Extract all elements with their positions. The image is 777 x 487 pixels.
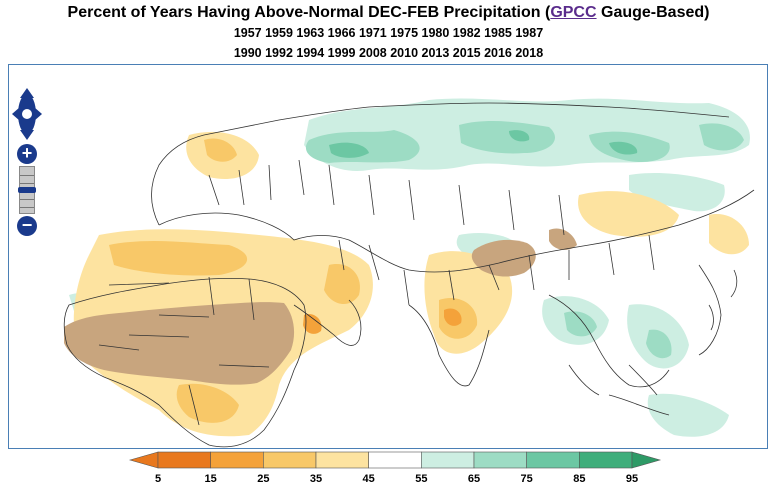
color-legend: 5 15 25 35 45 55 65 75 85 95 (128, 451, 662, 487)
years-row-2: 1990 1992 1994 1999 2008 2010 2013 2015 … (233, 46, 544, 60)
legend-tick-label: 45 (362, 473, 375, 485)
zoom-control: + − (16, 144, 38, 236)
legend-tick-label: 65 (467, 473, 481, 485)
legend-swatch (473, 451, 527, 469)
legend-tick-label: 85 (573, 473, 586, 485)
precipitation-map[interactable] (9, 65, 768, 449)
legend-bar (128, 451, 662, 469)
pan-right-arrow-icon[interactable] (34, 107, 42, 121)
zoom-in-button[interactable]: + (17, 144, 37, 164)
legend-swatch (315, 451, 369, 469)
legend-tick-label: 55 (415, 473, 428, 485)
legend-swatch (157, 451, 211, 469)
title-prefix: Percent of Years Having Above-Normal DEC… (67, 4, 551, 21)
legend-tick-label: 95 (625, 473, 639, 485)
country-boundaries (63, 102, 755, 448)
legend-tick-label: 5 (154, 473, 162, 485)
pan-up-arrow-icon[interactable] (20, 88, 34, 98)
wet-strong-regions (329, 130, 638, 158)
legend-tick-label: 15 (204, 473, 217, 485)
pan-left-arrow-icon[interactable] (12, 107, 20, 121)
gpcc-link[interactable]: GPCC (550, 4, 597, 21)
legend-swatch (368, 451, 422, 469)
pan-center-icon (22, 109, 32, 119)
zoom-out-button[interactable]: − (17, 216, 37, 236)
legend-swatch (210, 451, 264, 469)
zoom-slider-handle[interactable] (18, 187, 36, 193)
legend-swatch (421, 451, 475, 469)
years-row-1: 1957 1959 1963 1966 1971 1975 1980 1982 … (233, 26, 544, 40)
legend-tick-label: 75 (520, 473, 533, 485)
pan-control[interactable] (10, 86, 44, 142)
dry-moderate-regions (109, 138, 478, 423)
zoom-slider-track[interactable] (18, 166, 36, 214)
title-suffix: Gauge-Based) (596, 4, 710, 21)
pan-down-arrow-icon[interactable] (20, 130, 34, 140)
legend-tick-label: 25 (257, 473, 270, 485)
legend-high-arrow (631, 451, 662, 469)
legend-swatch (263, 451, 317, 469)
legend-swatch (526, 451, 580, 469)
legend-tick-label: 35 (309, 473, 323, 485)
map-panel[interactable] (8, 64, 768, 449)
legend-low-arrow (128, 451, 159, 469)
dry-strong-regions (303, 308, 462, 334)
map-title: Percent of Years Having Above-Normal DEC… (0, 3, 777, 23)
legend-swatch (579, 451, 633, 469)
dry-extreme-regions (64, 228, 577, 385)
